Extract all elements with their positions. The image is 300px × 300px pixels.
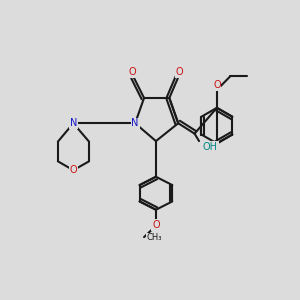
Text: CH₃: CH₃	[147, 233, 162, 242]
Text: OH: OH	[203, 142, 218, 152]
Text: O: O	[128, 67, 136, 77]
Text: O: O	[213, 80, 221, 90]
Text: N: N	[70, 118, 77, 128]
Text: O: O	[70, 165, 77, 175]
Text: O: O	[152, 220, 160, 230]
Text: N: N	[131, 118, 139, 128]
Text: O: O	[176, 67, 184, 77]
